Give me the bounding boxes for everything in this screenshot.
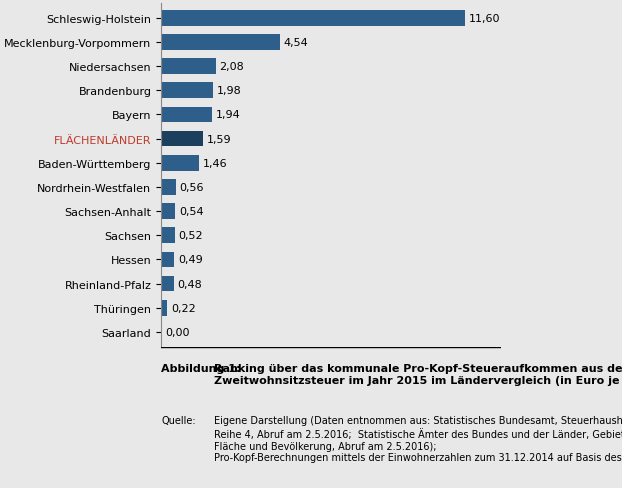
Bar	[161, 131, 203, 147]
Bar	[161, 204, 175, 220]
Text: 11,60: 11,60	[468, 14, 500, 23]
Text: Quelle:: Quelle:	[161, 415, 196, 426]
Text: 0,00: 0,00	[165, 327, 190, 337]
Bar	[161, 59, 216, 75]
Text: 2,08: 2,08	[220, 62, 244, 72]
Bar	[161, 107, 212, 123]
Text: Abbildung 1:: Abbildung 1:	[161, 363, 241, 373]
Bar	[161, 35, 280, 51]
Text: 1,94: 1,94	[216, 110, 241, 120]
Text: 0,56: 0,56	[180, 183, 204, 193]
Text: 1,59: 1,59	[207, 134, 231, 144]
Bar	[161, 11, 465, 26]
Bar	[161, 252, 174, 268]
Bar	[161, 180, 176, 195]
Bar	[161, 156, 199, 171]
Text: Ranking über das kommunale Pro-Kopf-Steueraufkommen aus der
Zweitwohnsitzsteuer : Ranking über das kommunale Pro-Kopf-Steu…	[214, 363, 622, 385]
Bar	[161, 83, 213, 99]
Bar	[161, 300, 167, 316]
Text: 0,48: 0,48	[178, 279, 202, 289]
Text: 1,46: 1,46	[203, 159, 228, 168]
Text: 0,52: 0,52	[179, 231, 203, 241]
Text: Eigene Darstellung (Daten entnommen aus: Statistisches Bundesamt, Steuerhaushalt: Eigene Darstellung (Daten entnommen aus:…	[214, 415, 622, 462]
Text: 0,54: 0,54	[179, 207, 204, 217]
Text: 1,98: 1,98	[217, 86, 241, 96]
Text: 0,49: 0,49	[178, 255, 203, 265]
Text: 0,22: 0,22	[171, 303, 195, 313]
Text: 4,54: 4,54	[284, 38, 309, 48]
Bar	[161, 276, 174, 292]
Bar	[161, 228, 175, 244]
